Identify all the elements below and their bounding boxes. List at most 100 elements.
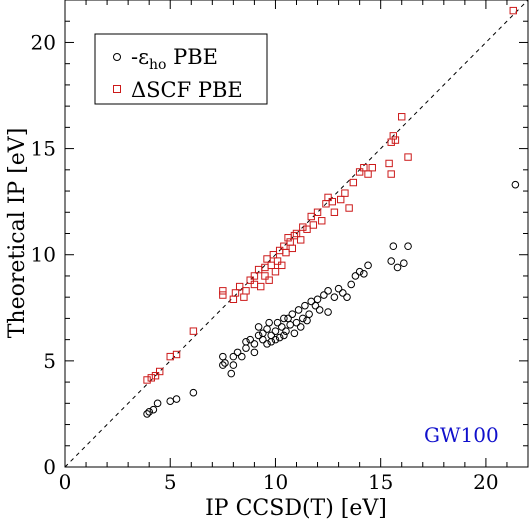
dscf-pbe-point	[303, 225, 311, 233]
dscf-pbe-point	[336, 195, 345, 204]
dscf-pbe-point	[147, 374, 155, 382]
eho-pbe-point	[301, 301, 309, 310]
dscf-pbe-point	[267, 261, 275, 270]
dscf-pbe-point	[364, 170, 372, 178]
eho-pbe-point	[324, 308, 332, 316]
dscf-pbe-point	[404, 153, 412, 161]
dscf-pbe-point	[324, 193, 332, 202]
eho-pbe-point	[280, 314, 288, 323]
dscf-pbe-point	[219, 291, 227, 299]
eho-pbe-point	[275, 333, 284, 342]
dscf-pbe-point	[385, 159, 393, 168]
eho-pbe-point	[292, 318, 301, 327]
eho-pbe-point	[294, 306, 303, 314]
dscf-pbe-point	[288, 244, 296, 253]
dscf-pbe-point	[231, 289, 240, 297]
eho-pbe-point	[299, 314, 307, 323]
x-axis-label: IP CCSD(T) [eV]	[205, 496, 387, 521]
eho-pbe-point	[387, 257, 396, 265]
eho-pbe-point	[237, 352, 246, 361]
eho-pbe-point	[242, 337, 250, 346]
eho-pbe-point	[219, 352, 227, 361]
eho-pbe-point	[307, 297, 316, 306]
dscf-pbe-point	[328, 197, 336, 206]
dscf-pbe-point	[330, 208, 339, 216]
dscf-pbe-point	[292, 229, 301, 238]
legend-label-eho-subscript: ho	[149, 57, 166, 73]
eho-pbe-point	[263, 325, 271, 333]
dscf-pbe-point	[297, 236, 305, 244]
dscf-pbe-point	[151, 372, 160, 380]
dscf-pbe-point	[219, 287, 227, 295]
eho-pbe-point	[511, 180, 520, 189]
tick-labels: 0 5 10 15 20 0 5 10 15 20	[31, 30, 499, 494]
legend-label-eho-prefix: -ε	[131, 45, 149, 69]
dscf-pbe-point	[261, 272, 269, 280]
eho-pbe-point	[250, 348, 259, 357]
eho-pbe-point	[389, 242, 398, 251]
eho-pbe-point	[242, 344, 250, 352]
eho-pbe-point	[149, 405, 158, 414]
y-tick-label: 15	[31, 137, 56, 161]
dscf-pbe-point	[368, 163, 376, 172]
dscf-pbe-point	[250, 272, 259, 280]
eho-pbe-point	[233, 348, 242, 357]
eho-pbe-point	[364, 261, 372, 270]
eho-pbe-point	[290, 329, 299, 338]
eho-pbe-point	[320, 291, 328, 299]
eho-pbe-point	[229, 361, 238, 369]
x-tick-label: 20	[473, 470, 498, 494]
dscf-pbe-point	[355, 168, 364, 176]
eho-pbe-point	[271, 327, 280, 335]
eho-pbe-point	[172, 395, 181, 403]
eho-pbe-point	[296, 323, 305, 331]
dscf-pbe-point	[349, 178, 358, 187]
dscf-pbe-point	[246, 276, 254, 284]
dscf-pbe-point	[269, 251, 278, 259]
eho-pbe-point	[280, 331, 288, 340]
eho-pbe-point	[311, 301, 320, 310]
eho-pbe-point	[166, 397, 175, 405]
eho-pbe-point	[145, 408, 153, 416]
dscf-pbe-point	[286, 238, 294, 246]
dscf-pbe-point	[282, 248, 290, 257]
eho-pbe-point	[254, 323, 263, 331]
data-points	[143, 6, 520, 418]
dscf-pbe-point	[265, 276, 273, 284]
dscf-pbe-point	[509, 6, 517, 15]
eho-pbe-point	[315, 306, 324, 314]
dscf-pbe-point	[235, 282, 244, 291]
eho-pbe-point	[288, 310, 297, 318]
dscf-pbe-point	[309, 221, 318, 229]
eho-pbe-point	[219, 361, 227, 369]
y-tick-label: 0	[43, 455, 56, 479]
x-tick-label: 15	[368, 470, 393, 494]
eho-pbe-point	[400, 259, 408, 268]
dscf-pbe-point	[387, 138, 395, 146]
eho-pbe-point	[259, 329, 267, 338]
dscf-pbe-point	[299, 223, 307, 231]
dscf-pbe-point	[391, 136, 400, 144]
eho-pbe-point	[153, 399, 162, 408]
eho-pbe-point	[305, 310, 313, 318]
dscf-pbe-point	[229, 295, 238, 304]
eho-pbe-point	[404, 242, 412, 251]
eho-pbe-point	[227, 369, 236, 378]
eho-pbe-point	[277, 323, 286, 331]
eho-pbe-point	[334, 284, 343, 293]
legend-box	[94, 33, 268, 105]
y-tick-label: 20	[31, 30, 56, 54]
dscf-pbe-point	[240, 293, 248, 301]
dscf-pbe-point	[360, 163, 368, 172]
dscf-pbe-point	[189, 327, 198, 335]
eho-pbe-point	[347, 280, 356, 289]
eho-pbe-point	[313, 295, 322, 304]
eho-pbe-point	[143, 410, 151, 418]
dscf-pbe-point	[257, 282, 265, 291]
dscf-pbe-point	[242, 287, 250, 295]
legend-label-dscf: ΔSCF PBE	[131, 78, 243, 102]
dscf-pbe-point	[172, 350, 181, 359]
dscf-pbe-point	[273, 257, 282, 265]
eho-pbe-point	[254, 331, 263, 340]
